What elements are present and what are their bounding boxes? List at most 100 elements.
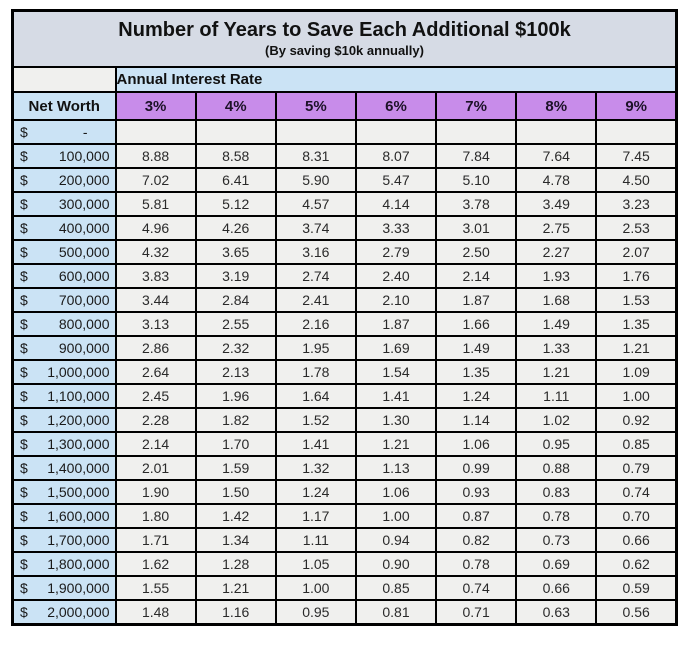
years-value-cell: 2.14 <box>114 431 197 457</box>
table-row: $600,000 3.83 3.19 2.74 2.40 2.14 1.93 1.76 <box>11 263 678 289</box>
years-value-cell: 1.93 <box>515 263 598 289</box>
years-value-cell: 1.24 <box>435 383 518 409</box>
net-worth-cell: $ - <box>11 119 117 145</box>
years-value-cell: 2.13 <box>194 359 277 385</box>
currency-symbol: $ <box>20 292 28 308</box>
years-value-cell: 1.00 <box>595 383 678 409</box>
years-value-cell: 0.81 <box>354 599 438 626</box>
years-value-cell: 0.93 <box>435 479 518 505</box>
years-value-cell: 3.65 <box>194 239 277 265</box>
table-row: $1,700,000 1.71 1.34 1.11 0.94 0.82 0.73 0.66 <box>11 527 678 553</box>
rate-header-3pct: 3% <box>114 91 197 121</box>
years-value-cell: 2.45 <box>114 383 197 409</box>
table-row: $1,900,000 1.55 1.21 1.00 0.85 0.74 0.66 0.59 <box>11 575 678 601</box>
years-value-cell: 1.71 <box>114 527 197 553</box>
years-value-cell: 1.54 <box>354 359 438 385</box>
years-value-cell: 2.79 <box>354 239 438 265</box>
net-worth-amount: 300,000 <box>58 196 110 212</box>
years-value-cell: 1.62 <box>114 551 197 577</box>
years-value-cell: 0.83 <box>515 479 598 505</box>
years-value-cell: 0.59 <box>595 575 678 601</box>
years-value-cell: 0.74 <box>435 575 518 601</box>
table-row: $200,000 7.02 6.41 5.90 5.47 5.10 4.78 4.50 <box>11 167 678 193</box>
currency-symbol: $ <box>20 556 28 572</box>
years-value-cell: 2.75 <box>515 215 598 241</box>
net-worth-cell: $1,000,000 <box>11 359 117 385</box>
years-value-cell <box>515 119 598 145</box>
net-worth-cell: $1,500,000 <box>11 479 117 505</box>
title-cell: Number of Years to Save Each Additional … <box>11 9 678 68</box>
years-value-cell: 1.21 <box>515 359 598 385</box>
years-value-cell <box>194 119 277 145</box>
net-worth-cell: $500,000 <box>11 239 117 265</box>
years-value-cell: 3.33 <box>354 215 438 241</box>
years-value-cell: 7.45 <box>595 143 678 169</box>
years-value-cell: 3.01 <box>435 215 518 241</box>
table-row: $100,000 8.88 8.58 8.31 8.07 7.84 7.64 7.45 <box>11 143 678 169</box>
years-value-cell: 2.55 <box>194 311 277 337</box>
currency-symbol: $ <box>20 340 28 356</box>
rate-header-9pct: 9% <box>595 91 678 121</box>
years-value-cell: 2.41 <box>274 287 357 313</box>
years-value-cell: 0.69 <box>515 551 598 577</box>
net-worth-cell: $800,000 <box>11 311 117 337</box>
years-value-cell: 4.96 <box>114 215 197 241</box>
years-value-cell: 1.41 <box>274 431 357 457</box>
column-header-row: Net Worth 3% 4% 5% 6% 7% 8% 9% <box>11 91 678 121</box>
years-value-cell: 0.63 <box>515 599 598 626</box>
years-value-cell: 1.35 <box>435 359 518 385</box>
years-value-cell <box>274 119 357 145</box>
table-subtitle: (By saving $10k annually) <box>265 43 424 59</box>
years-value-cell: 3.83 <box>114 263 197 289</box>
years-value-cell: 1.70 <box>194 431 277 457</box>
years-value-cell: 2.84 <box>194 287 277 313</box>
years-value-cell: 1.28 <box>194 551 277 577</box>
net-worth-cell: $200,000 <box>11 167 117 193</box>
corner-cell <box>11 66 117 93</box>
years-value-cell: 8.31 <box>274 143 357 169</box>
years-value-cell: 3.16 <box>274 239 357 265</box>
years-value-cell: 4.50 <box>595 167 678 193</box>
currency-symbol: $ <box>20 532 28 548</box>
years-value-cell: 0.66 <box>515 575 598 601</box>
years-value-cell: 1.11 <box>274 527 357 553</box>
net-worth-cell: $900,000 <box>11 335 117 361</box>
net-worth-amount: 500,000 <box>58 244 110 260</box>
years-value-cell: 2.14 <box>435 263 518 289</box>
net-worth-amount: 1,900,000 <box>47 580 110 596</box>
years-value-cell: 1.64 <box>274 383 357 409</box>
years-value-cell: 1.50 <box>194 479 277 505</box>
currency-symbol: $ <box>20 508 28 524</box>
years-value-cell: 1.87 <box>354 311 438 337</box>
currency-symbol: $ <box>20 244 28 260</box>
net-worth-cell: $700,000 <box>11 287 117 313</box>
years-value-cell: 2.10 <box>354 287 438 313</box>
years-value-cell: 1.96 <box>194 383 277 409</box>
net-worth-cell: $400,000 <box>11 215 117 241</box>
years-value-cell: 2.40 <box>354 263 438 289</box>
currency-symbol: $ <box>20 460 28 476</box>
years-value-cell: 5.47 <box>354 167 438 193</box>
years-value-cell: 1.90 <box>114 479 197 505</box>
years-value-cell: 1.66 <box>435 311 518 337</box>
years-value-cell: 1.34 <box>194 527 277 553</box>
currency-symbol: $ <box>20 388 28 404</box>
table-row: $1,200,000 2.28 1.82 1.52 1.30 1.14 1.02 0.92 <box>11 407 678 433</box>
years-value-cell: 1.14 <box>435 407 518 433</box>
years-value-cell: 3.23 <box>595 191 678 217</box>
years-value-cell: 1.00 <box>354 503 438 529</box>
table-row: $1,300,000 2.14 1.70 1.41 1.21 1.06 0.95 0.85 <box>11 431 678 457</box>
years-value-cell: 0.95 <box>515 431 598 457</box>
years-value-cell: 0.92 <box>595 407 678 433</box>
net-worth-amount: 1,000,000 <box>47 364 110 380</box>
years-value-cell: 1.30 <box>354 407 438 433</box>
years-value-cell: 1.41 <box>354 383 438 409</box>
years-value-cell <box>595 119 678 145</box>
table-row: $700,000 3.44 2.84 2.41 2.10 1.87 1.68 1.53 <box>11 287 678 313</box>
table-row: $ - <box>11 119 678 145</box>
net-worth-cell: $100,000 <box>11 143 117 169</box>
years-value-cell: 8.07 <box>354 143 438 169</box>
group-header: Annual Interest Rate <box>114 66 678 93</box>
years-value-cell <box>354 119 438 145</box>
years-value-cell: 1.53 <box>595 287 678 313</box>
